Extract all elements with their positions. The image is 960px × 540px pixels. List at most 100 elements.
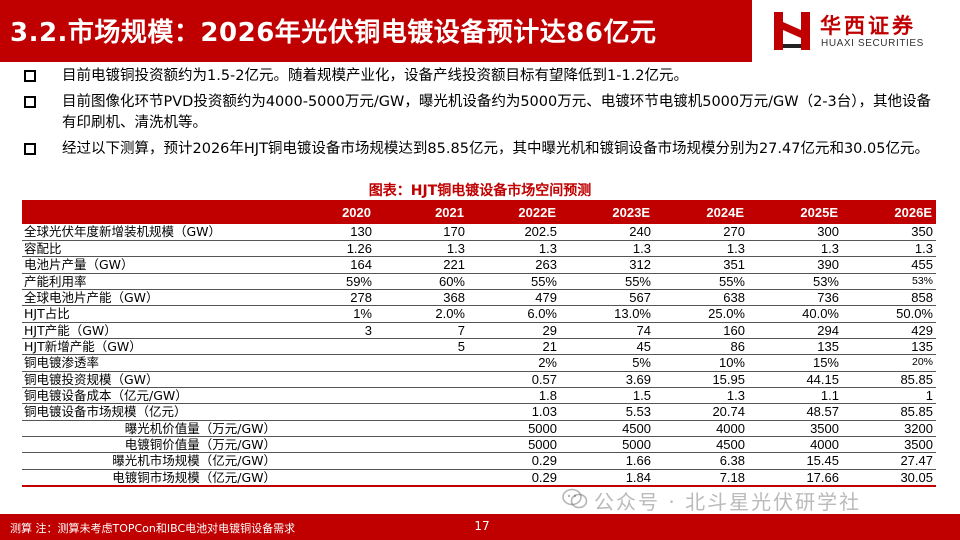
bullet-text: 目前电镀铜投资额约为1.5-2亿元。随着规模产业化，设备产线投资额目标有望降低到… [62, 68, 689, 84]
table-cell: 312 [560, 256, 654, 274]
bullet-square-icon [24, 70, 36, 82]
table-row: 电池片产量（GW） 164 221 263 312 351 390 455 [22, 256, 936, 274]
table-cell: 17.66 [748, 469, 842, 487]
slide-title: 3.2.市场规模：2026年光伏铜电镀设备预计达86亿元 [10, 18, 657, 48]
table-header-row: 2020 2021 2022E 2023E 2024E 2025E 2026E [22, 200, 936, 224]
row-label: HJT产能（GW） [22, 322, 280, 339]
market-forecast-table: 2020 2021 2022E 2023E 2024E 2025E 2026E … [22, 200, 936, 487]
table-title: 图表：HJT铜电镀设备市场空间预测 [368, 183, 592, 199]
table-cell: 3500 [842, 436, 936, 454]
table-cell: 1.84 [560, 469, 654, 487]
table-cell: 30.05 [842, 469, 936, 487]
table-cell [375, 469, 468, 487]
table-cell: 44.15 [748, 371, 842, 388]
table-row: 铜电镀投资规模（GW） 0.57 3.69 15.95 44.15 85.85 [22, 371, 936, 388]
table-cell: 1% [280, 305, 375, 323]
table-cell: 15.95 [654, 371, 748, 388]
table-cell: 3 [280, 322, 375, 339]
column-header: 2021 [375, 200, 468, 224]
table-cell: 202.5 [468, 224, 560, 241]
table-cell [280, 452, 375, 470]
table-cell [280, 436, 375, 454]
table-row: 电镀铜价值量（万元/GW） 5000 5000 4500 4000 3500 [22, 436, 936, 454]
table-cell: 6.38 [654, 452, 748, 470]
bullet-text: 经过以下测算，预计2026年HJT铜电镀设备市场规模达到85.85亿元，其中曝光… [62, 141, 929, 157]
wechat-icon [562, 488, 588, 509]
table-cell: 1.66 [560, 452, 654, 470]
table-cell: 429 [842, 322, 936, 339]
table-row: 铜电镀渗透率 2% 5% 10% 15% 20% [22, 354, 936, 372]
column-header: 2022E [468, 200, 560, 224]
table-row: 产能利用率 59% 60% 55% 55% 55% 53% 53% [22, 273, 936, 290]
table-row: 容配比 1.26 1.3 1.3 1.3 1.3 1.3 1.3 [22, 240, 936, 258]
table-cell: 29 [468, 322, 560, 339]
huaxi-logo: 华西证券 HUAXI SECURITIES [772, 8, 952, 54]
slide-header: 3.2.市场规模：2026年光伏铜电镀设备预计达86亿元 华西证券 HUAXI … [0, 0, 960, 62]
table-cell [280, 354, 375, 372]
table-cell: 4500 [560, 420, 654, 437]
table-cell: 858 [842, 289, 936, 307]
table-cell: 164 [280, 256, 375, 274]
table-cell: 130 [280, 224, 375, 241]
table-cell: 1.3 [560, 240, 654, 258]
logo-chinese-name: 华西证券 [820, 14, 916, 38]
table-cell: 278 [280, 289, 375, 307]
bullet-list: 目前电镀铜投资额约为1.5-2亿元。随着规模产业化，设备产线投资额目标有望降低到… [24, 66, 936, 165]
table-cell: 48.57 [748, 403, 842, 421]
table-row: 铜电镀设备市场规模（亿元） 1.03 5.53 20.74 48.57 85.85 [22, 403, 936, 421]
table-cell: 351 [654, 256, 748, 274]
column-header: 2020 [280, 200, 375, 224]
bullet-square-icon [24, 96, 36, 108]
table-cell: 455 [842, 256, 936, 274]
table-cell: 1.3 [654, 387, 748, 405]
table-cell [280, 469, 375, 487]
table-cell: 4000 [654, 420, 748, 437]
row-label: 电镀铜价值量（万元/GW） [22, 436, 280, 454]
row-label: 产能利用率 [22, 273, 280, 290]
table-cell: 1.3 [654, 240, 748, 258]
bullet-item: 目前图像化环节PVD投资额约为4000-5000万元/GW，曝光机设备约为500… [24, 92, 936, 134]
table-cell: 135 [842, 338, 936, 356]
table-cell: 270 [654, 224, 748, 241]
table-cell: 4000 [748, 436, 842, 454]
table-cell: 0.29 [468, 469, 560, 487]
table-cell: 263 [468, 256, 560, 274]
row-label: 曝光机价值量（万元/GW） [22, 420, 280, 437]
column-header [22, 200, 280, 224]
row-label: 电池片产量（GW） [22, 256, 280, 274]
table-body: 全球光伏年度新增装机规模（GW） 130 170 202.5 240 270 300 350 容… [22, 224, 936, 487]
row-label: HJT新增产能（GW） [22, 338, 280, 356]
table-cell [375, 354, 468, 372]
bullet-text: 目前图像化环节PVD投资额约为4000-5000万元/GW，曝光机设备约为500… [62, 94, 932, 131]
table-cell [280, 387, 375, 405]
table-cell: 1.5 [560, 387, 654, 405]
table-cell: 15.45 [748, 452, 842, 470]
table-cell: 4500 [654, 436, 748, 454]
table-cell: 3.69 [560, 371, 654, 388]
table-cell: 6.0% [468, 305, 560, 323]
table-cell: 5 [375, 338, 468, 356]
table-cell: 86 [654, 338, 748, 356]
footer-note: 测算 注：测算未考虑TOPCon和IBC电池对电镀铜设备需求 [10, 522, 296, 535]
table-cell: 160 [654, 322, 748, 339]
table-cell: 15% [748, 354, 842, 372]
table-cell: 53% [748, 273, 842, 290]
table-cell: 5% [560, 354, 654, 372]
table-cell [280, 403, 375, 421]
table-cell: 5000 [468, 436, 560, 454]
row-label: 曝光机市场规模（亿元/GW） [22, 452, 280, 470]
table-cell [280, 420, 375, 437]
huaxi-logo-icon [774, 12, 810, 50]
row-label: 铜电镀渗透率 [22, 354, 280, 372]
row-label: 容配比 [22, 240, 280, 258]
table-cell [280, 338, 375, 356]
slide-footer: 测算 注：测算未考虑TOPCon和IBC电池对电镀铜设备需求 17 [0, 514, 960, 540]
table-cell: 1 [842, 387, 936, 405]
wechat-watermark: 公众号 · 北斗星光伏研学社 [562, 486, 942, 514]
table-cell: 0.29 [468, 452, 560, 470]
row-label: 全球电池片产能（GW） [22, 289, 280, 307]
table-cell: 0.57 [468, 371, 560, 388]
table-row: HJT产能（GW） 3 7 29 74 160 294 429 [22, 322, 936, 339]
watermark-text: 公众号 · 北斗星光伏研学社 [594, 490, 862, 514]
table-cell: 1.03 [468, 403, 560, 421]
